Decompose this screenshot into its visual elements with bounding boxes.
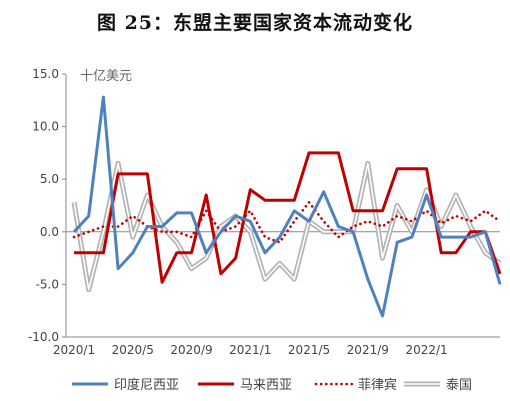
series-lines bbox=[71, 95, 502, 318]
x-tick-label: 2020/1 bbox=[53, 343, 95, 357]
series-line bbox=[72, 95, 502, 318]
series-line-inner bbox=[73, 162, 501, 291]
legend-label: 马来西亚 bbox=[240, 378, 292, 393]
x-tick-label: 2020/9 bbox=[170, 343, 212, 357]
legend: 印度尼西亚 马来西亚 菲律宾 泰国 bbox=[72, 377, 472, 393]
x-tick-label: 2021/1 bbox=[229, 343, 271, 357]
series-line bbox=[74, 151, 502, 284]
x-tick-label: 2022/1 bbox=[405, 343, 447, 357]
chart-title: 图 25：东盟主要国家资本流动变化 bbox=[96, 12, 414, 34]
y-tick-label: 0.0 bbox=[40, 225, 59, 239]
y-tick-label: 5.0 bbox=[40, 172, 59, 186]
x-tick-label: 2021/9 bbox=[347, 343, 389, 357]
y-tick-label: 10.0 bbox=[32, 120, 59, 134]
unit-label: 十亿美元 bbox=[80, 69, 132, 84]
legend-label: 泰国 bbox=[446, 378, 472, 393]
y-tick-label: -5.0 bbox=[36, 277, 59, 291]
legend-label: 菲律宾 bbox=[358, 377, 397, 393]
series-line bbox=[72, 201, 502, 244]
y-tick-label: 15.0 bbox=[32, 67, 59, 81]
x-tick-label: 2020/5 bbox=[112, 343, 154, 357]
x-tick-label: 2021/5 bbox=[288, 343, 330, 357]
legend-label: 印度尼西亚 bbox=[114, 377, 179, 393]
y-tick-label: -10.0 bbox=[28, 330, 59, 344]
